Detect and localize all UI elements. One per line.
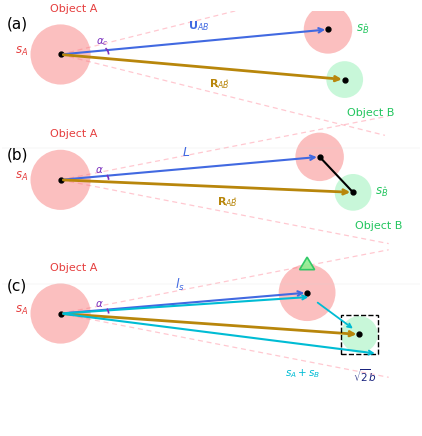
Text: $\sqrt{2}b$: $\sqrt{2}b$	[353, 368, 377, 384]
Circle shape	[295, 133, 344, 181]
Text: $L$: $L$	[182, 146, 190, 159]
Text: $\mathbf{R}_{A\hat{B}}$: $\mathbf{R}_{A\hat{B}}$	[217, 195, 238, 209]
Text: $\alpha_c$: $\alpha_c$	[96, 36, 109, 48]
Circle shape	[279, 264, 335, 321]
Text: Object A: Object A	[50, 129, 97, 139]
Text: $l_s$: $l_s$	[175, 276, 184, 293]
Text: Object B: Object B	[355, 221, 403, 231]
Text: $s_{\hat{B}}$: $s_{\hat{B}}$	[356, 23, 369, 36]
Bar	[341, 315, 378, 354]
Text: $s_A$: $s_A$	[15, 44, 28, 58]
Text: Object B: Object B	[347, 109, 394, 119]
Text: $\alpha$: $\alpha$	[95, 299, 103, 309]
Text: Object A: Object A	[50, 263, 97, 273]
Circle shape	[326, 61, 363, 98]
Circle shape	[30, 150, 91, 210]
Circle shape	[30, 24, 91, 85]
Text: $\mathbf{U}_{AB}$: $\mathbf{U}_{AB}$	[188, 19, 209, 33]
Circle shape	[335, 174, 371, 211]
Text: (a): (a)	[6, 17, 27, 32]
Text: $s_A$: $s_A$	[15, 303, 28, 317]
Circle shape	[30, 283, 91, 344]
Text: $\mathbf{R}_{A\hat{B}}$: $\mathbf{R}_{A\hat{B}}$	[209, 78, 230, 91]
Circle shape	[341, 316, 378, 353]
Text: (b): (b)	[6, 148, 28, 163]
Polygon shape	[300, 257, 315, 269]
Text: $\alpha$: $\alpha$	[95, 165, 103, 175]
Text: $s_A + s_B$: $s_A + s_B$	[285, 368, 321, 380]
Text: (c): (c)	[6, 279, 27, 294]
Text: Object A: Object A	[50, 4, 97, 14]
Circle shape	[304, 5, 352, 54]
Text: $s_A$: $s_A$	[15, 170, 28, 183]
Text: $s_{\hat{B}}$: $s_{\hat{B}}$	[375, 185, 388, 199]
